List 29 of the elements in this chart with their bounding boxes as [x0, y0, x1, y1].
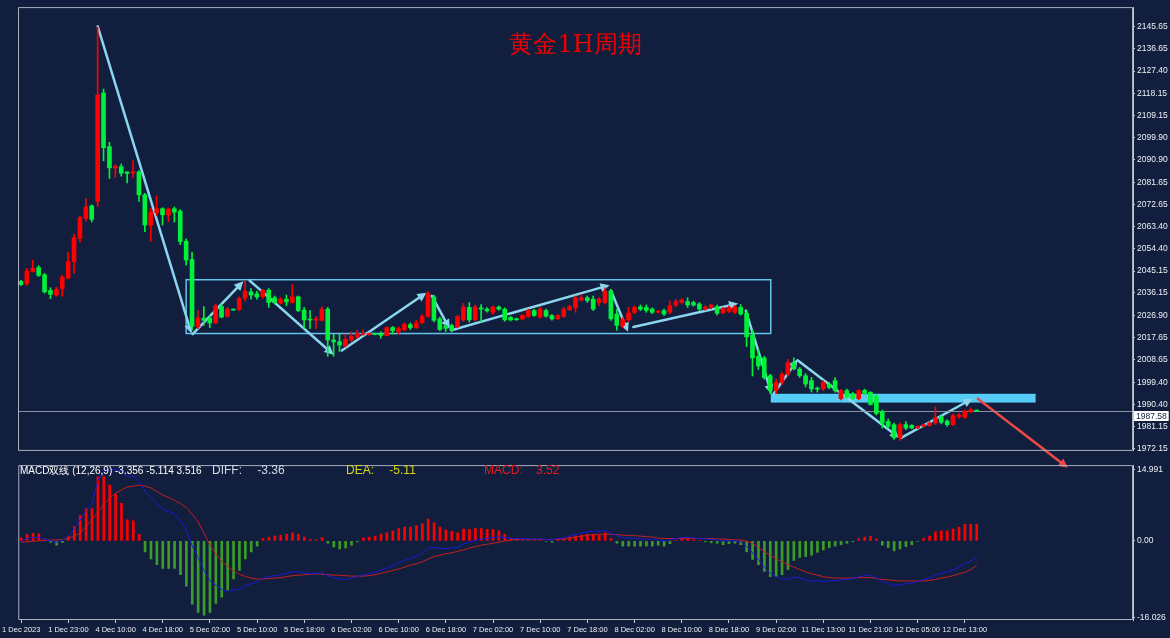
y-tick-label: 2072.65: [1137, 198, 1168, 209]
y-tick-label: 2118.15: [1137, 87, 1168, 98]
y-tick-label: 1972.15: [1137, 442, 1168, 453]
y-tick-label: 0.00: [1137, 535, 1154, 546]
annotation: DEA: -5.11: [346, 463, 416, 478]
y-tick-label: 1999.40: [1137, 376, 1168, 387]
annotation: DIFF: -3.36: [212, 463, 285, 478]
y-tick-label: 2026.90: [1137, 309, 1168, 320]
y-tick-label: 2109.15: [1137, 109, 1168, 120]
annotation: MACD: 3.52: [484, 463, 560, 478]
y-tick-label: 2081.65: [1137, 176, 1168, 187]
y-tick-label: 2008.65: [1137, 354, 1168, 365]
y-tick-label: 2036.15: [1137, 287, 1168, 298]
y-tick-label: 2063.40: [1137, 221, 1168, 232]
y-tick-label: 2090.90: [1137, 154, 1168, 165]
y-tick-label: 1981.15: [1137, 421, 1168, 432]
y-tick-label: -16.026: [1137, 611, 1167, 622]
y-tick-label: 2136.65: [1137, 42, 1168, 53]
y-tick-label: 2045.15: [1137, 265, 1168, 276]
annotation: MACD双线 (12,26,9) -3.356 -5.114 3.516: [20, 464, 202, 476]
text: 黄金1H周期: [509, 30, 642, 58]
ref-line-label: 1987.58: [1136, 410, 1167, 421]
y-tick-label: 2127.40: [1137, 65, 1168, 76]
y-tick-label: 2099.90: [1137, 132, 1168, 143]
y-tick-label: 2145.65: [1137, 21, 1168, 32]
y-tick-label: 1990.40: [1137, 398, 1168, 409]
y-tick-label: 2017.65: [1137, 332, 1168, 343]
y-tick-label: 14.991: [1137, 463, 1164, 474]
y-tick-label: 2054.40: [1137, 242, 1168, 253]
